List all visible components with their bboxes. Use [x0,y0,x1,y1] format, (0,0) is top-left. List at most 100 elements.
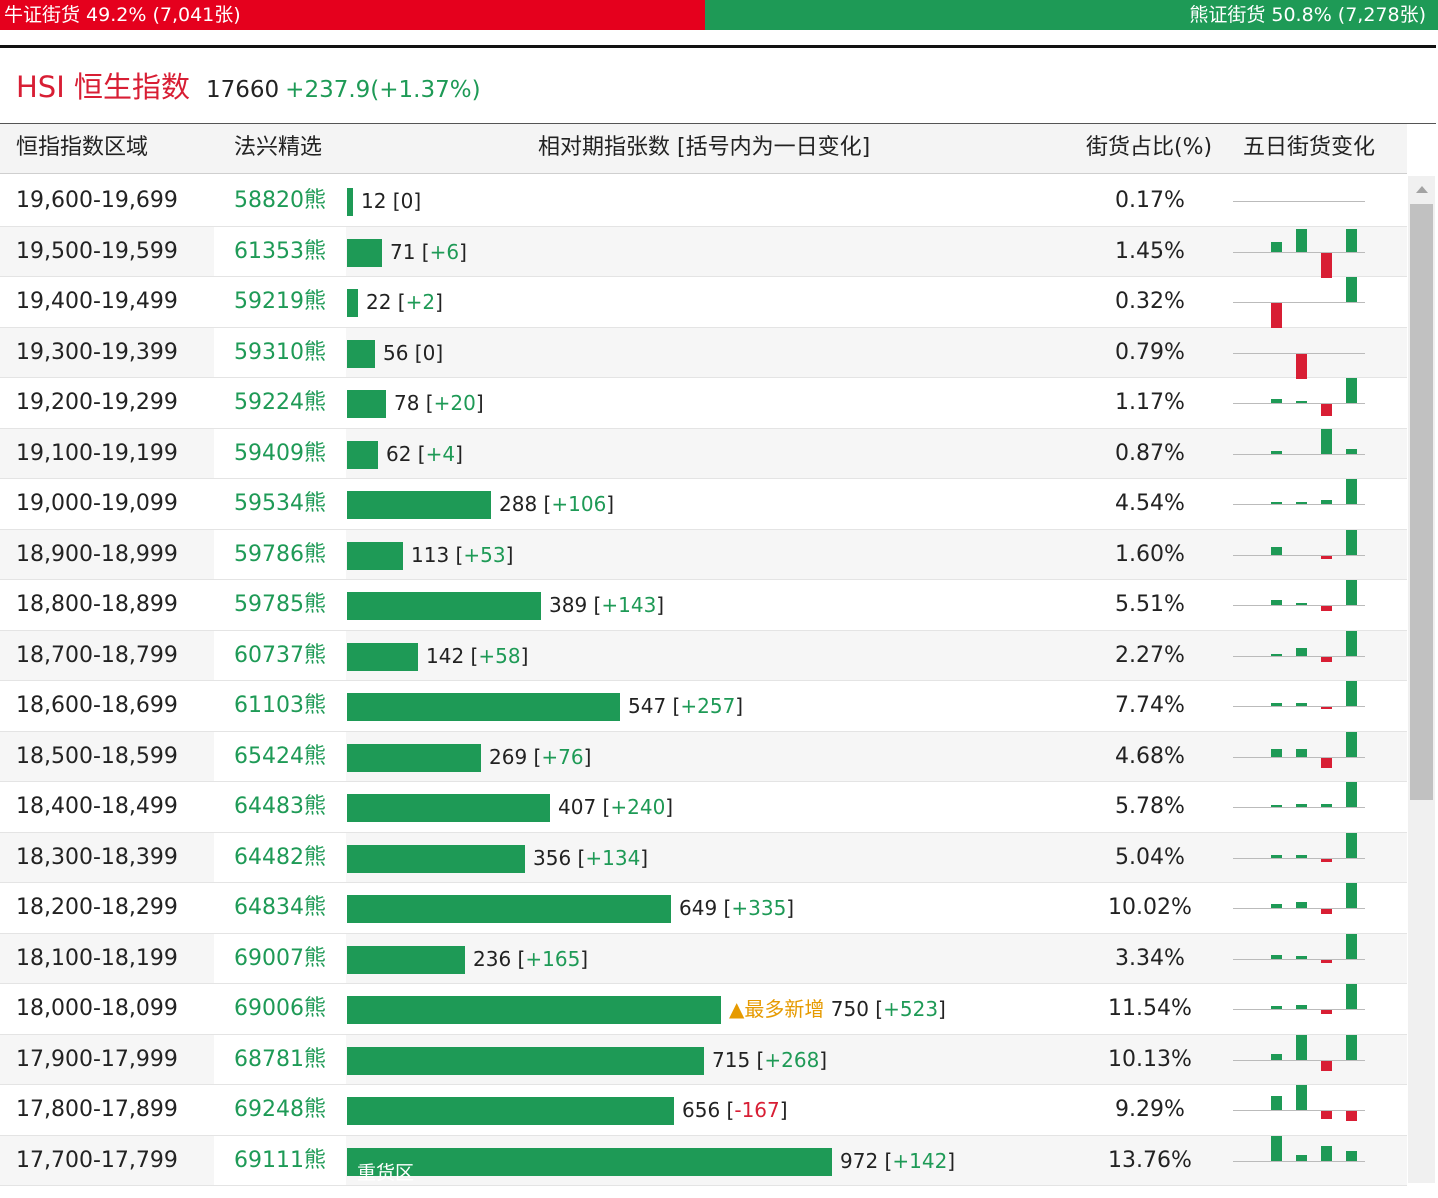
sparkline-day-bar [1346,731,1357,757]
warrant-code-link[interactable]: 59786熊 [214,529,346,579]
warrant-code-link[interactable]: 69006熊 [214,984,346,1034]
count-bar [347,642,418,671]
table-row[interactable]: 17,700-17,799 69111熊 重货区 972 [+142] 13.76% [0,1135,1407,1186]
table-row[interactable]: 18,000-18,099 69006熊 ▲最多新增 750 [+523] 11.54… [0,984,1407,1035]
warrant-code-link[interactable]: 61103熊 [214,681,346,731]
warrant-code-link[interactable]: 61353熊 [214,226,346,276]
table-row[interactable]: 18,600-18,699 61103熊 547 [+257] 7.74% [0,681,1407,732]
warrant-code-link[interactable]: 59310熊 [214,327,346,377]
sparkline-day-bar [1296,228,1307,252]
sparkline-day-bar [1346,782,1357,807]
sparkline-baseline [1233,958,1365,960]
count-number: 649 [679,896,718,920]
count-value: 288 [+106] [499,492,615,516]
warrant-code-link[interactable]: 69111熊 [214,1135,346,1185]
warrant-code-link[interactable]: 69007熊 [214,933,346,983]
sparkline-day-bar [1321,757,1332,768]
sparkline-day-bar [1271,1096,1282,1110]
count-number: 389 [549,593,588,617]
one-day-change: +58 [478,643,521,668]
table-row[interactable]: 18,900-18,999 59786熊 113 [+53] 1.60% [0,529,1407,580]
index-change: +237.9(+1.37%) [285,77,481,103]
table-row[interactable]: 19,400-19,499 59219熊 22 [+2] 0.32% [0,277,1407,328]
vertical-scrollbar[interactable] [1408,176,1435,1183]
share-percent-cell: 2.27% [1115,642,1185,668]
share-percent-cell: 0.87% [1115,440,1185,466]
index-range-cell: 18,100-18,199 [16,945,178,971]
index-range-cell: 19,500-19,599 [16,238,178,264]
table-row[interactable]: 19,100-19,199 59409熊 62 [+4] 0.87% [0,428,1407,479]
warrant-code-link[interactable]: 68781熊 [214,1034,346,1084]
warrant-code-link[interactable]: 58820熊 [214,176,346,226]
sparkline-day-bar [1271,1006,1282,1009]
count-number: 236 [473,946,512,971]
sparkline-day-bar [1346,832,1357,858]
share-percent-cell: 5.51% [1115,592,1185,617]
five-day-change-sparkline [1233,832,1365,883]
table-row[interactable]: 19,500-19,599 61353熊 71 [+6] 1.45% [0,226,1407,278]
scroll-up-arrow-icon[interactable] [1408,176,1435,202]
sparkline-day-bar [1321,1145,1332,1161]
one-day-change: +53 [463,542,506,567]
sparkline-day-bar [1271,748,1282,757]
sparkline-day-bar [1296,502,1307,504]
warrant-code-link[interactable]: 69248熊 [214,1085,346,1135]
warrant-code-link[interactable]: 59224熊 [214,378,346,428]
table-row[interactable]: 18,300-18,399 64482熊 356 [+134] 5.04% [0,832,1407,883]
index-range-cell: 19,000-19,099 [16,491,178,516]
count-value: 236 [+165] [473,946,589,971]
one-day-change: 0 [422,340,436,365]
warrant-code-link[interactable]: 64482熊 [214,832,346,882]
sparkline-day-bar [1296,1005,1307,1009]
count-bar [347,390,386,418]
share-percent-cell: 0.79% [1115,339,1185,365]
table-row[interactable]: 17,800-17,899 69248熊 656 [-167] 9.29% [0,1085,1407,1136]
warrant-code-link[interactable]: 59534熊 [214,479,346,529]
one-day-change: +240 [610,795,666,819]
count-value: 356 [+134] [533,845,649,870]
warrant-code-link[interactable]: 60737熊 [214,630,346,680]
sparkline-day-bar [1346,630,1357,656]
index-range-cell: 19,200-19,299 [16,390,178,415]
table-row[interactable]: 19,600-19,699 58820熊 12 [0] 0.17% [0,176,1407,227]
sparkline-day-bar [1271,904,1282,908]
warrant-code-link[interactable]: 59409熊 [214,428,346,478]
warrant-code-link[interactable]: 59219熊 [214,277,346,327]
five-day-change-sparkline [1233,1034,1365,1085]
table-row[interactable]: 18,100-18,199 69007熊 236 [+165] 3.34% [0,933,1407,984]
table-row[interactable]: 17,900-17,999 68781熊 715 [+268] 10.13% [0,1034,1407,1085]
index-range-cell: 17,900-17,999 [16,1046,178,1072]
table-row[interactable]: 19,000-19,099 59534熊 288 [+106] 4.54% [0,479,1407,530]
sparkline-day-bar [1346,933,1357,959]
table-row[interactable]: 18,200-18,299 64834熊 649 [+335] 10.02% [0,883,1407,934]
warrant-code-link[interactable]: 64834熊 [214,883,346,933]
one-day-change: +20 [433,391,476,415]
table-row[interactable]: 18,800-18,899 59785熊 389 [+143] 5.51% [0,580,1407,631]
sparkline-day-bar [1271,303,1282,328]
sparkline-day-bar [1296,748,1307,757]
sparkline-day-bar [1296,804,1307,807]
sparkline-day-bar [1321,404,1332,416]
index-name[interactable]: HSI 恒生指数 [16,70,190,104]
sparkline-day-bar [1271,399,1282,403]
sparkline-day-bar [1296,1154,1307,1161]
share-percent-cell: 5.04% [1115,844,1185,870]
warrant-code-link[interactable]: 65424熊 [214,731,346,781]
sparkline-day-bar [1271,703,1282,706]
most-added-badge: ▲最多新增 [729,997,825,1021]
scrollbar-thumb[interactable] [1410,204,1433,800]
table-row[interactable]: 18,700-18,799 60737熊 142 [+58] 2.27% [0,630,1407,681]
table-row[interactable]: 19,300-19,399 59310熊 56 [0] 0.79% [0,327,1407,379]
index-range-cell: 19,400-19,499 [16,289,178,314]
warrant-code-link[interactable]: 64483熊 [214,782,346,832]
table-row[interactable]: 18,500-18,599 65424熊 269 [+76] 4.68% [0,731,1407,782]
count-value: 113 [+53] [411,542,514,567]
sparkline-baseline [1233,1160,1365,1162]
count-value: 71 [+6] [390,239,467,264]
warrant-code-link[interactable]: 59785熊 [214,580,346,630]
table-row[interactable]: 18,400-18,499 64483熊 407 [+240] 5.78% [0,782,1407,833]
sparkline-day-bar [1271,546,1282,555]
one-day-change: +268 [764,1047,820,1072]
table-row[interactable]: 19,200-19,299 59224熊 78 [+20] 1.17% [0,378,1407,429]
count-bar [347,188,353,216]
